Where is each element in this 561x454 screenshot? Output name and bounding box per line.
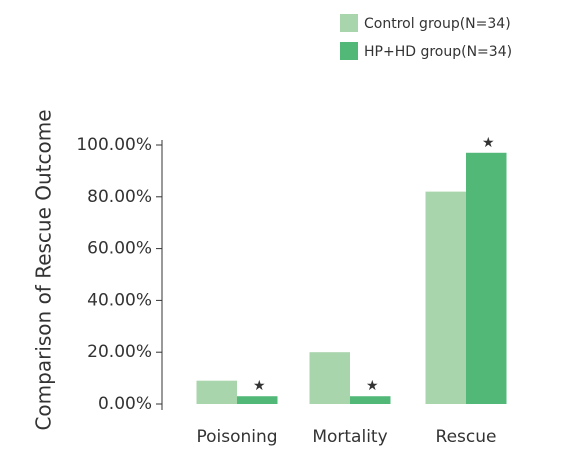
x-tick-label: Rescue <box>436 427 497 447</box>
significance-mark: ★ <box>482 135 495 151</box>
y-tick-label: 40.00% <box>87 290 152 310</box>
x-tick-label: Mortality <box>312 427 387 447</box>
y-tick-label: 0.00% <box>98 394 152 414</box>
y-tick-label: 60.00% <box>87 239 152 259</box>
bar <box>309 352 350 404</box>
y-axis-label: Comparison of Rescue Outcome <box>32 109 56 430</box>
legend-label: Control group(N=34) <box>364 16 511 32</box>
legend-swatch <box>340 14 358 32</box>
bar <box>237 396 278 404</box>
bar <box>425 191 466 404</box>
y-tick-label: 20.00% <box>87 342 152 362</box>
y-tick-label: 80.00% <box>87 187 152 207</box>
bar <box>196 380 237 404</box>
bar <box>350 396 391 404</box>
significance-mark: ★ <box>366 378 379 394</box>
bar <box>466 152 507 404</box>
legend-swatch <box>340 42 358 60</box>
significance-mark: ★ <box>253 378 266 394</box>
legend-label: HP+HD group(N=34) <box>364 44 512 60</box>
y-tick-label: 100.00% <box>76 135 152 155</box>
x-tick-label: Poisoning <box>196 427 277 447</box>
